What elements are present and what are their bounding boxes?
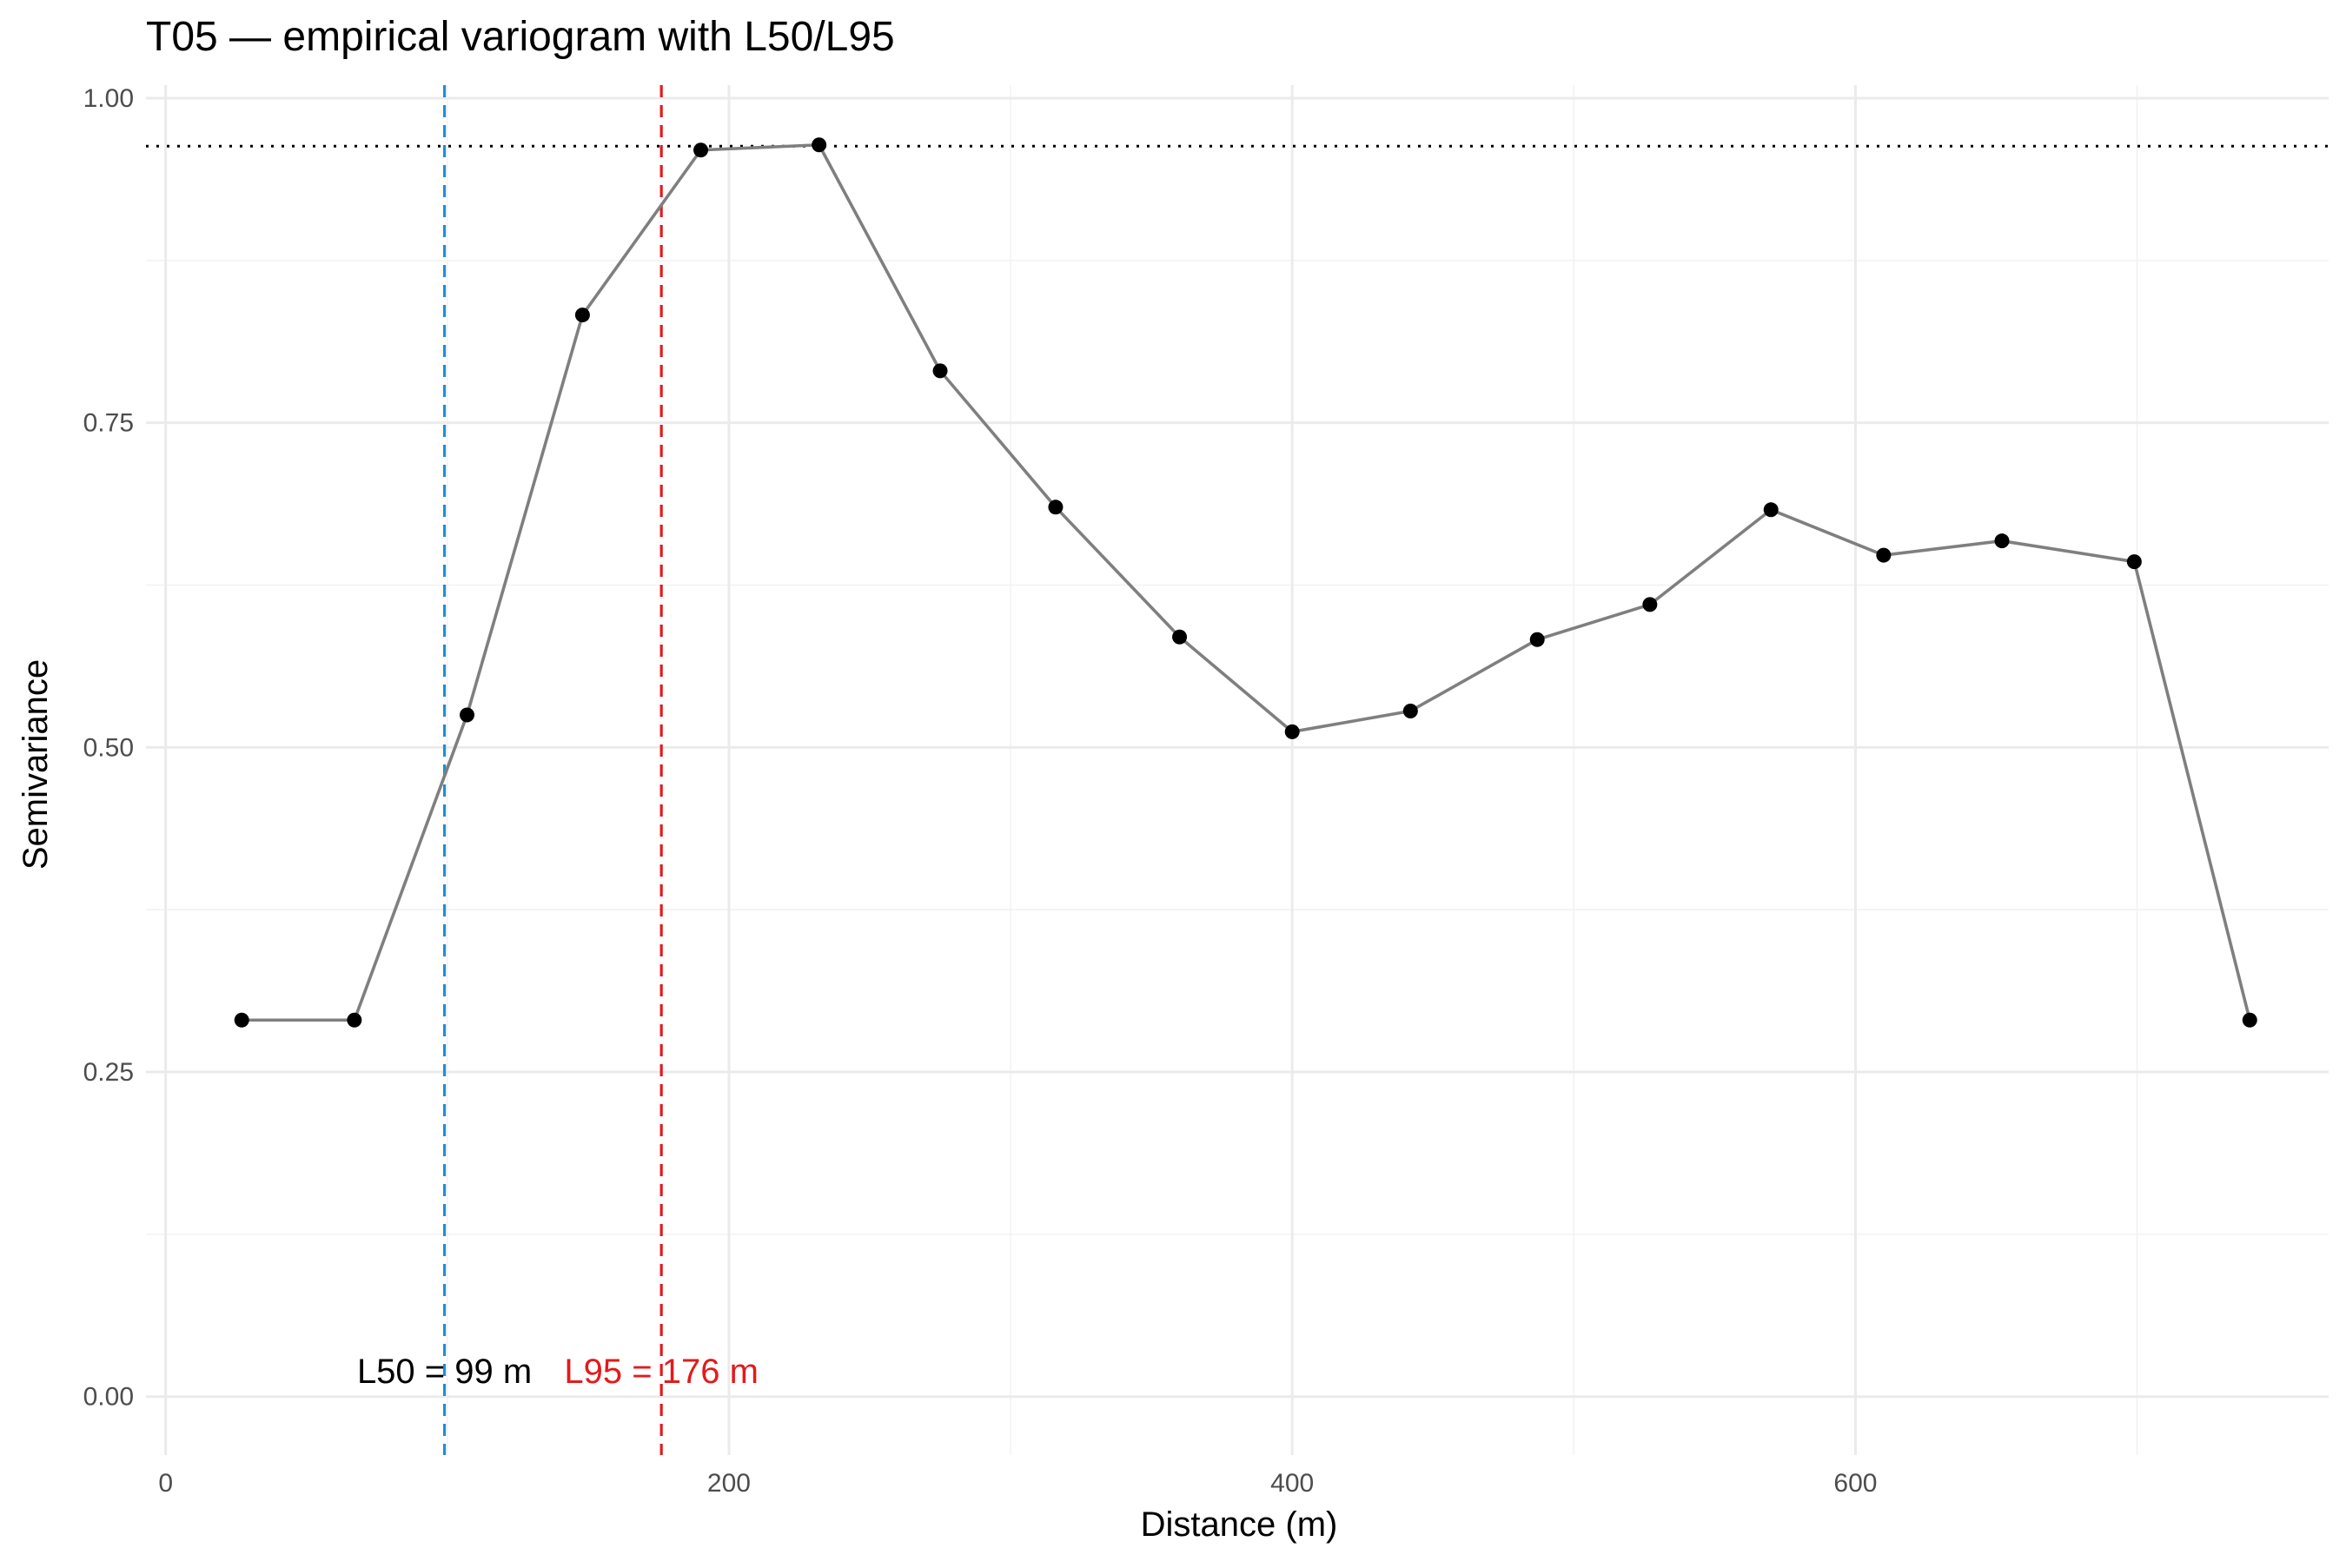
data-point xyxy=(1994,533,2010,549)
data-point xyxy=(2242,1012,2257,1028)
x-axis-title: Distance (m) xyxy=(1141,1505,1338,1544)
x-tick-label: 0 xyxy=(158,1469,173,1498)
data-point xyxy=(574,308,590,323)
range-label: L50 = 99 m xyxy=(357,1353,532,1391)
tick-labels: 0.00 0.25 0.50 0.75 1.00 0 200 400 600 xyxy=(83,84,1878,1498)
data-point xyxy=(347,1012,362,1028)
data-point xyxy=(460,707,475,723)
series-layer xyxy=(234,137,2257,1028)
data-point xyxy=(1284,724,1300,739)
range-label: L95 = 176 m xyxy=(564,1353,759,1391)
data-point xyxy=(1402,703,1418,718)
data-point xyxy=(1172,629,1188,645)
y-tick-label: 0.25 xyxy=(83,1058,134,1087)
data-point xyxy=(1763,502,1779,518)
reference-lines xyxy=(146,85,2329,1455)
x-tick-label: 600 xyxy=(1833,1469,1877,1498)
data-point xyxy=(1876,547,1892,563)
data-point xyxy=(234,1012,249,1028)
x-tick-label: 200 xyxy=(707,1469,751,1498)
data-point xyxy=(1529,632,1545,647)
y-tick-label: 1.00 xyxy=(83,84,134,113)
y-tick-label: 0.00 xyxy=(83,1383,134,1412)
y-tick-label: 0.50 xyxy=(83,733,134,762)
data-point xyxy=(932,363,948,379)
data-point xyxy=(1048,500,1064,515)
data-point xyxy=(1642,597,1658,612)
x-tick-label: 400 xyxy=(1270,1469,1314,1498)
grid-layer xyxy=(146,85,2329,1455)
data-point xyxy=(693,142,709,158)
data-point xyxy=(2126,554,2142,570)
series-line xyxy=(242,142,2251,1022)
chart-title: T05 — empirical variogram with L50/L95 xyxy=(146,14,895,60)
y-axis-title: Semivariance xyxy=(17,659,55,870)
y-tick-label: 0.75 xyxy=(83,409,134,438)
data-point xyxy=(812,137,827,153)
annotations: L50 = 99 m L95 = 176 m xyxy=(357,1353,759,1391)
